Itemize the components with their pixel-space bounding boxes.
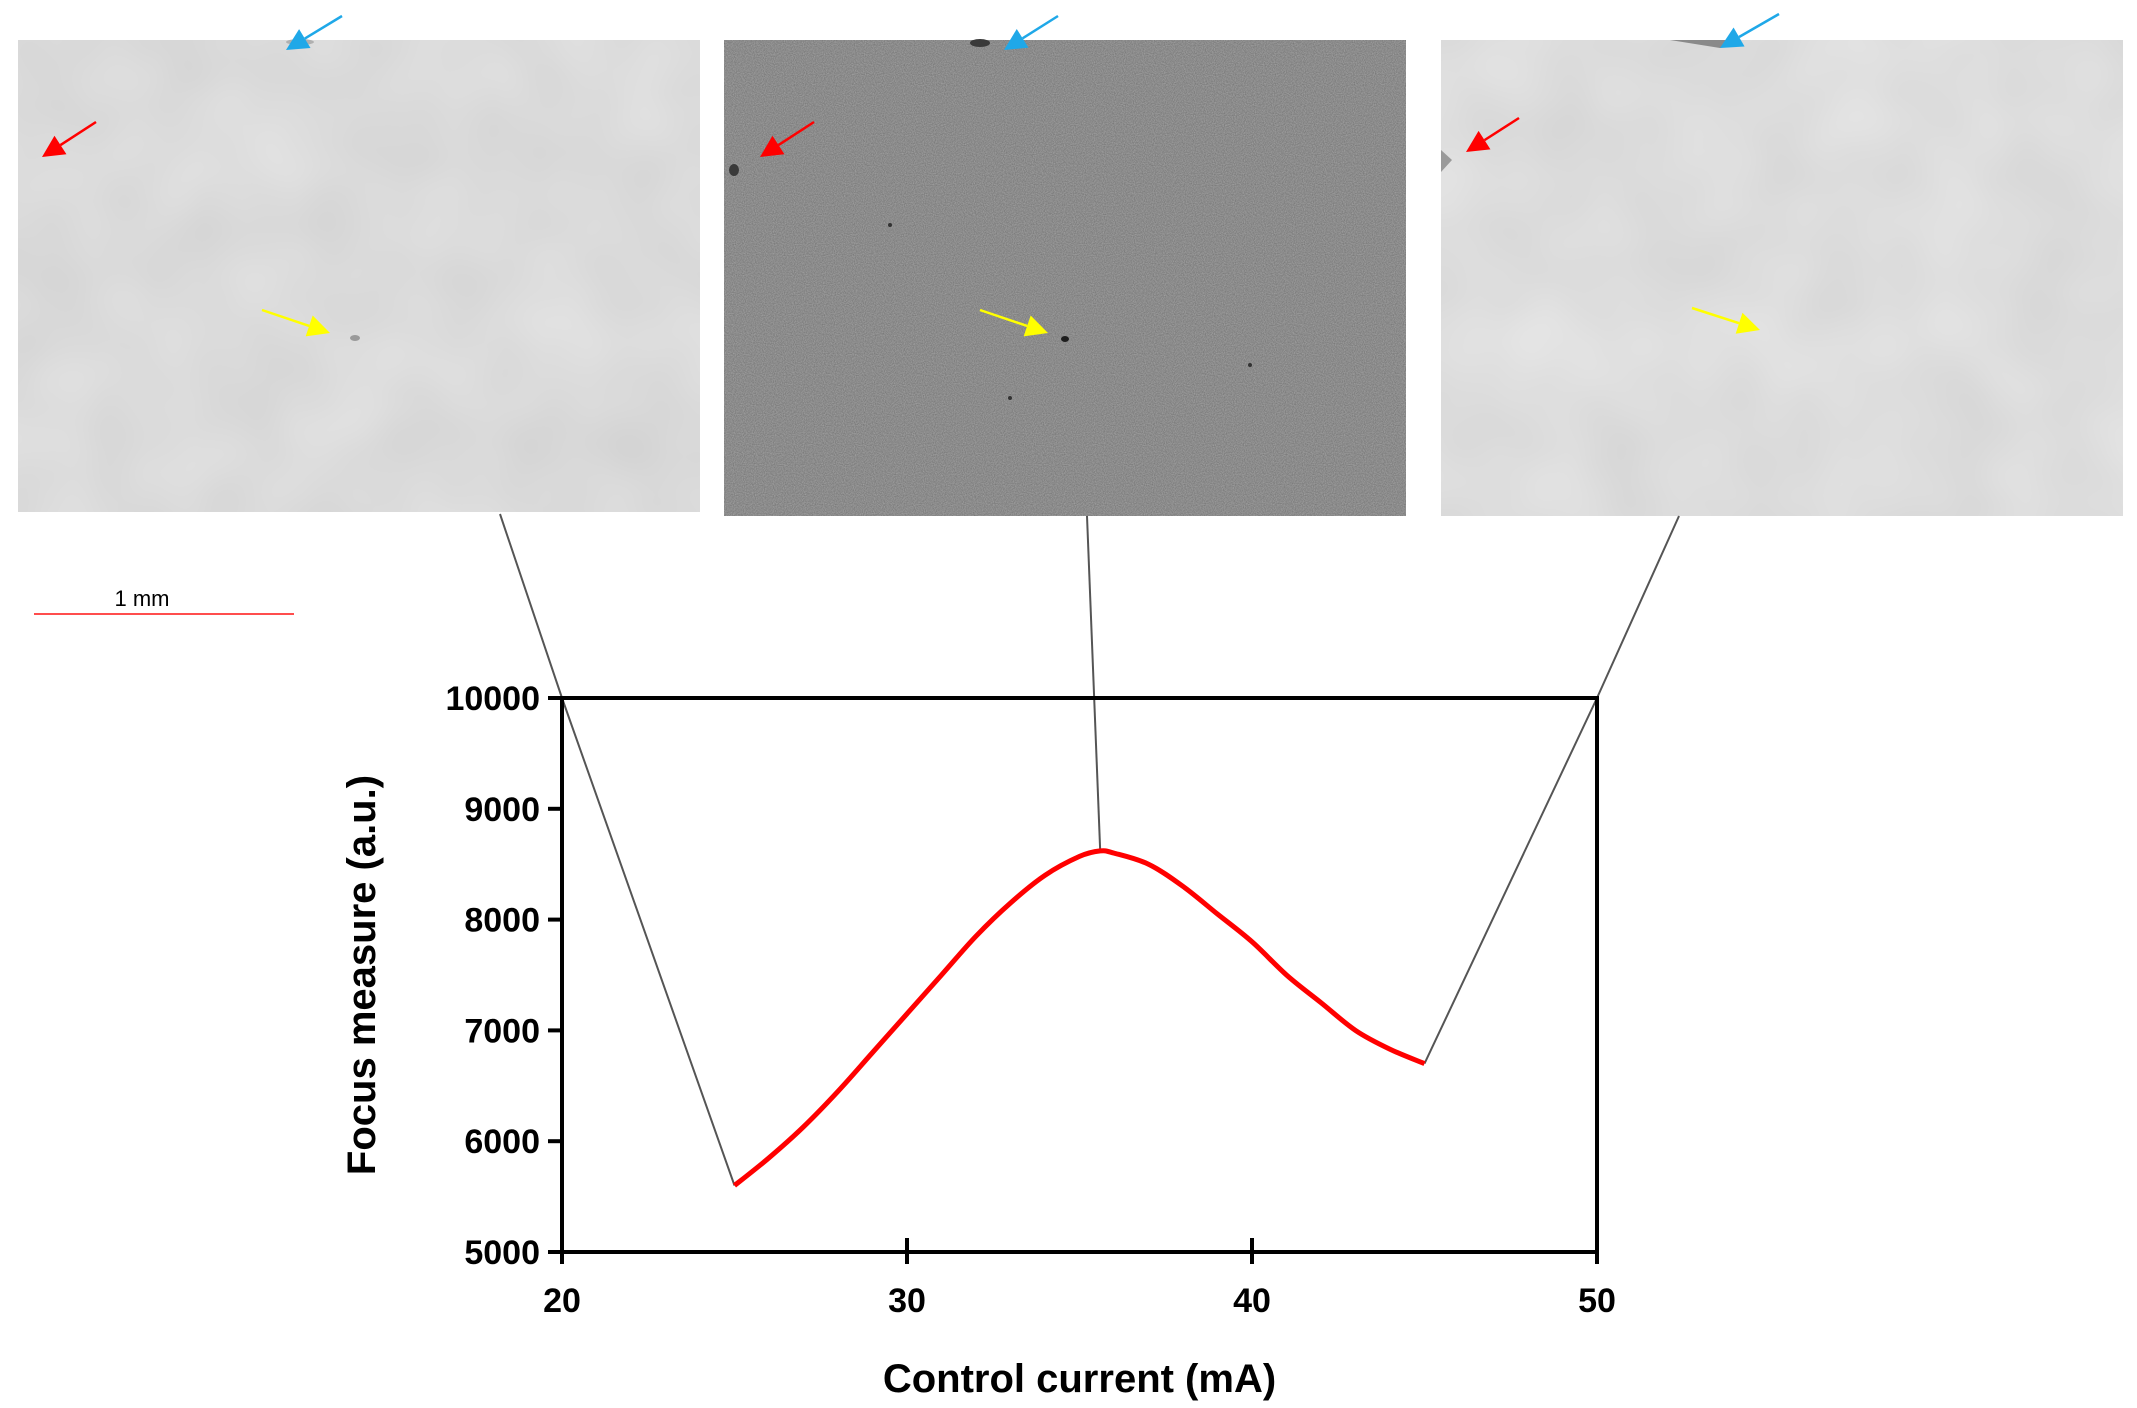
scale-bar: 1 mm [34, 586, 294, 615]
pointer-arrow [979, 308, 1048, 337]
pointer-arrow [1004, 14, 1059, 50]
plot-area-frame [560, 696, 1599, 1254]
y-tick-label: 7000 [464, 1012, 540, 1050]
pointer-arrow [1466, 116, 1520, 152]
x-tick-label: 40 [1233, 1282, 1271, 1320]
x-tick-label: 30 [888, 1282, 926, 1320]
connector-line [1423, 515, 1680, 1065]
y-axis-title: Focus measure (a.u.) [340, 775, 384, 1175]
y-tick-label: 6000 [464, 1123, 540, 1161]
x-tick-label: 20 [543, 1282, 581, 1320]
micrograph-high-current [1441, 40, 2123, 516]
pointer-arrow [286, 14, 343, 50]
micrograph-peak-focus [724, 39, 1406, 516]
x-axis-title: Control current (mA) [883, 1357, 1276, 1401]
x-tick-label: 50 [1578, 1282, 1616, 1320]
pointer-arrow [760, 120, 815, 157]
pointer-arrow [261, 308, 330, 337]
pointer-arrow [42, 120, 97, 157]
y-tick-label: 10000 [445, 680, 540, 718]
scale-bar-label: 1 mm [115, 586, 170, 611]
y-tick-label: 5000 [464, 1234, 540, 1272]
focus-measure-line [732, 848, 1426, 1188]
connector-lines [499, 513, 1680, 1186]
y-tick-label: 9000 [464, 791, 540, 829]
focus-chart: 5000 6000 7000 8000 9000 10000 20 30 40 50 Focus… [340, 680, 1616, 1401]
micrograph-low-current [18, 39, 700, 512]
y-tick-label: 8000 [464, 902, 540, 940]
connector-line [1086, 515, 1102, 851]
connector-line [499, 513, 736, 1186]
pointer-arrow [1720, 12, 1780, 48]
micrograph-pointer-arrows [42, 12, 1780, 337]
pointer-arrow [1691, 306, 1760, 334]
